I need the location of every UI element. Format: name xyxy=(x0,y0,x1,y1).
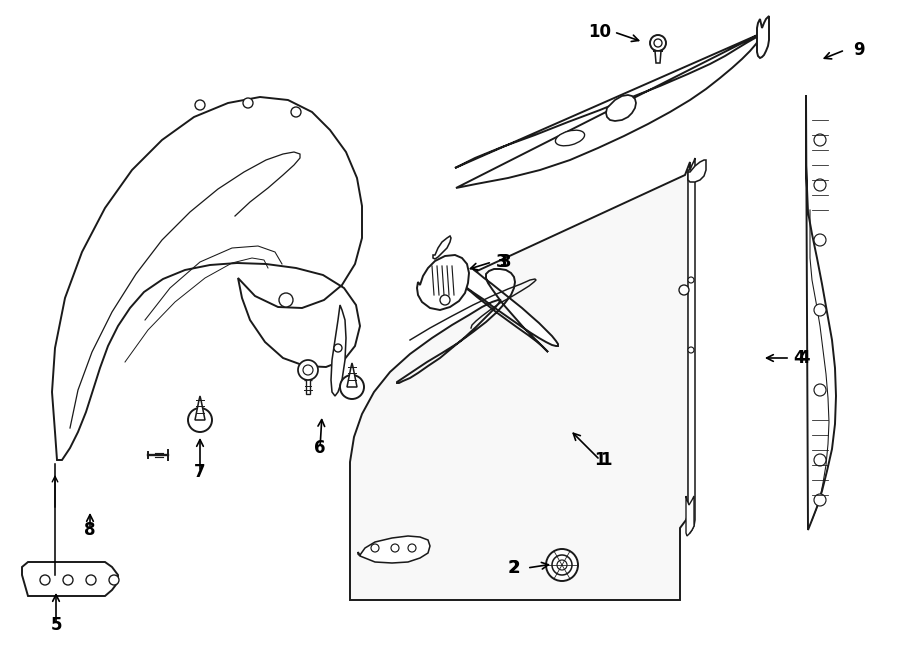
Circle shape xyxy=(188,408,212,432)
Circle shape xyxy=(814,234,826,246)
Circle shape xyxy=(63,575,73,585)
Circle shape xyxy=(654,39,662,47)
Text: 6: 6 xyxy=(314,439,326,457)
Polygon shape xyxy=(195,396,205,420)
Polygon shape xyxy=(417,255,469,310)
Circle shape xyxy=(298,360,318,380)
Circle shape xyxy=(291,107,301,117)
Circle shape xyxy=(546,549,578,581)
Circle shape xyxy=(371,544,379,552)
Text: 4: 4 xyxy=(793,349,805,367)
Circle shape xyxy=(557,560,567,570)
Circle shape xyxy=(814,179,826,191)
Text: 7: 7 xyxy=(194,463,206,481)
Circle shape xyxy=(243,98,253,108)
Text: 10: 10 xyxy=(589,23,611,41)
Polygon shape xyxy=(350,162,690,600)
Text: 4: 4 xyxy=(798,349,810,367)
Polygon shape xyxy=(688,158,695,534)
Circle shape xyxy=(814,454,826,466)
Circle shape xyxy=(688,277,694,283)
Circle shape xyxy=(109,575,119,585)
Polygon shape xyxy=(433,236,451,259)
Text: 3: 3 xyxy=(500,253,512,271)
Polygon shape xyxy=(686,496,694,536)
Text: 8: 8 xyxy=(85,521,95,539)
Circle shape xyxy=(814,384,826,396)
Text: 2: 2 xyxy=(508,559,518,577)
Text: 5: 5 xyxy=(50,616,62,634)
Circle shape xyxy=(303,365,313,375)
Polygon shape xyxy=(347,363,357,387)
Polygon shape xyxy=(331,305,346,396)
Polygon shape xyxy=(757,16,769,58)
Polygon shape xyxy=(52,97,362,460)
Text: 9: 9 xyxy=(853,41,865,59)
Text: 3: 3 xyxy=(496,253,508,271)
Circle shape xyxy=(814,494,826,506)
Circle shape xyxy=(86,575,96,585)
Polygon shape xyxy=(358,536,430,563)
Circle shape xyxy=(279,293,293,307)
Circle shape xyxy=(814,134,826,146)
Circle shape xyxy=(391,544,399,552)
Ellipse shape xyxy=(555,130,585,146)
Text: 1: 1 xyxy=(594,451,606,469)
Circle shape xyxy=(440,295,450,305)
Circle shape xyxy=(334,344,342,352)
Polygon shape xyxy=(22,562,118,596)
Circle shape xyxy=(408,544,416,552)
Circle shape xyxy=(814,304,826,316)
Polygon shape xyxy=(688,160,706,182)
Text: 1: 1 xyxy=(600,451,611,469)
Circle shape xyxy=(650,35,666,51)
Circle shape xyxy=(40,575,50,585)
Text: 2: 2 xyxy=(508,559,520,577)
Polygon shape xyxy=(455,33,762,188)
Polygon shape xyxy=(653,51,663,63)
Circle shape xyxy=(340,375,364,399)
Circle shape xyxy=(688,347,694,353)
Circle shape xyxy=(679,285,689,295)
Circle shape xyxy=(552,555,572,575)
Circle shape xyxy=(195,100,205,110)
Polygon shape xyxy=(606,95,636,121)
Polygon shape xyxy=(806,95,836,530)
